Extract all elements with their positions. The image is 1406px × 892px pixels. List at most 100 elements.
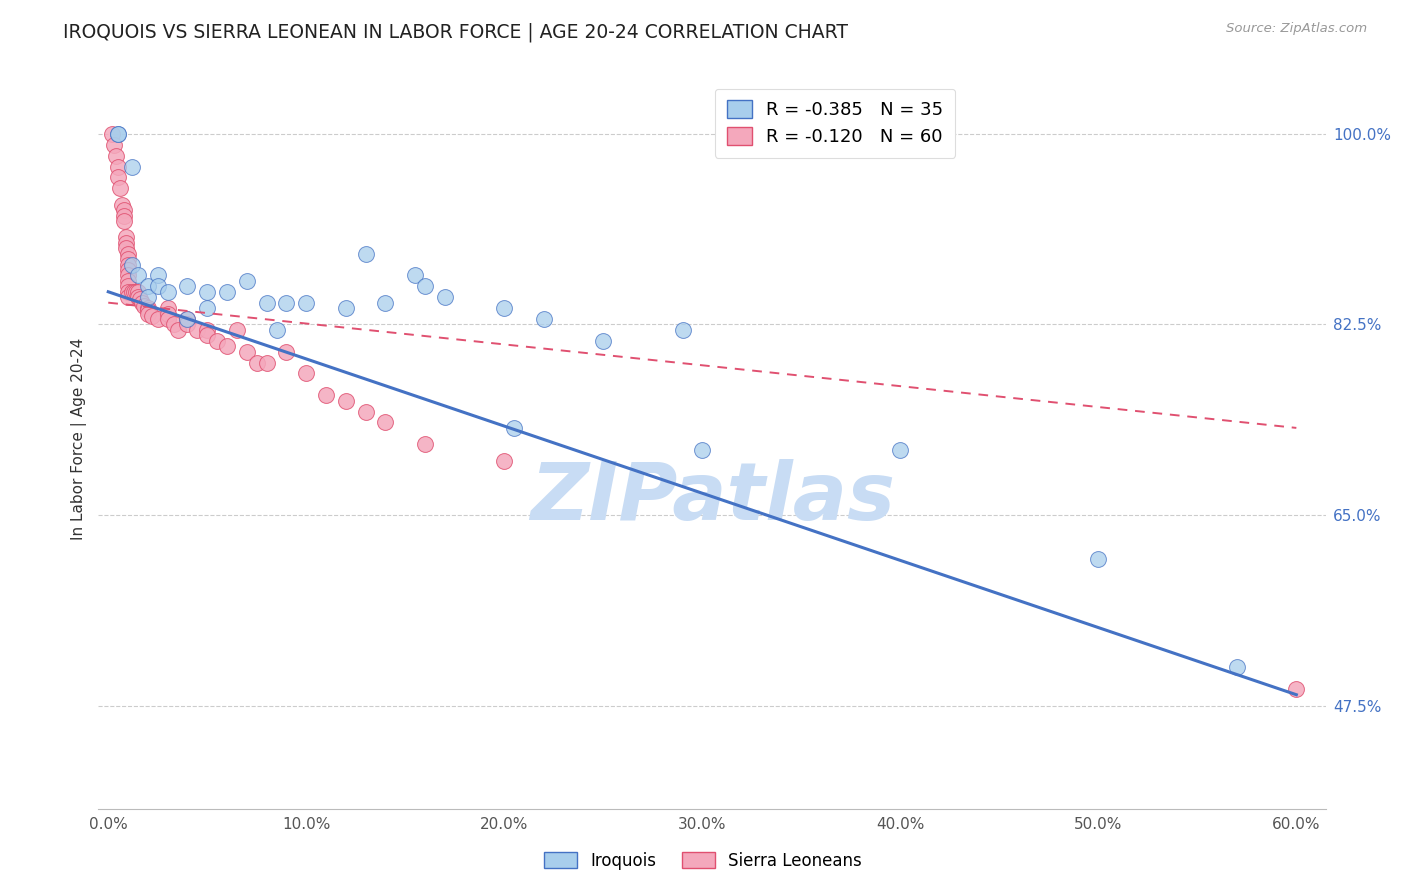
Point	[136, 290, 159, 304]
Point	[335, 301, 357, 315]
Point	[533, 312, 555, 326]
Point	[107, 170, 129, 185]
Point	[107, 160, 129, 174]
Point	[117, 285, 139, 299]
Point	[115, 230, 138, 244]
Point	[136, 279, 159, 293]
Point	[127, 290, 149, 304]
Point	[121, 258, 143, 272]
Y-axis label: In Labor Force | Age 20-24: In Labor Force | Age 20-24	[72, 338, 87, 540]
Point	[276, 344, 298, 359]
Point	[176, 279, 198, 293]
Legend: R = -0.385   N = 35, R = -0.120   N = 60: R = -0.385 N = 35, R = -0.120 N = 60	[714, 88, 955, 158]
Legend: Iroquois, Sierra Leoneans: Iroquois, Sierra Leoneans	[537, 846, 869, 877]
Point	[136, 303, 159, 318]
Point	[195, 323, 218, 337]
Point	[404, 268, 426, 283]
Point	[127, 268, 149, 283]
Point	[146, 312, 169, 326]
Point	[215, 285, 238, 299]
Point	[112, 203, 135, 218]
Point	[176, 318, 198, 332]
Point	[129, 293, 152, 307]
Point	[117, 252, 139, 266]
Point	[101, 127, 124, 141]
Point	[276, 295, 298, 310]
Point	[103, 137, 125, 152]
Point	[205, 334, 228, 348]
Point	[141, 309, 163, 323]
Point	[115, 241, 138, 255]
Point	[136, 307, 159, 321]
Point	[117, 274, 139, 288]
Point	[131, 295, 153, 310]
Point	[156, 307, 179, 321]
Point	[186, 323, 208, 337]
Point	[166, 323, 188, 337]
Point	[413, 437, 436, 451]
Text: Source: ZipAtlas.com: Source: ZipAtlas.com	[1226, 22, 1367, 36]
Point	[374, 416, 396, 430]
Point	[108, 181, 131, 195]
Point	[111, 197, 134, 211]
Point	[117, 268, 139, 283]
Point	[246, 355, 269, 369]
Point	[117, 290, 139, 304]
Point	[112, 214, 135, 228]
Point	[127, 285, 149, 299]
Point	[354, 246, 377, 260]
Point	[592, 334, 614, 348]
Point	[176, 312, 198, 326]
Point	[215, 339, 238, 353]
Point	[692, 442, 714, 457]
Point	[115, 235, 138, 250]
Point	[156, 285, 179, 299]
Point	[107, 127, 129, 141]
Text: IROQUOIS VS SIERRA LEONEAN IN LABOR FORCE | AGE 20-24 CORRELATION CHART: IROQUOIS VS SIERRA LEONEAN IN LABOR FORC…	[63, 22, 848, 42]
Point	[295, 367, 318, 381]
Point	[354, 404, 377, 418]
Point	[156, 312, 179, 326]
Point	[315, 388, 337, 402]
Point	[125, 285, 148, 299]
Point	[295, 295, 318, 310]
Point	[236, 344, 259, 359]
Point	[117, 279, 139, 293]
Point	[117, 263, 139, 277]
Point	[136, 301, 159, 315]
Point	[1285, 682, 1308, 697]
Point	[503, 421, 526, 435]
Point	[335, 393, 357, 408]
Point	[1226, 660, 1249, 674]
Point	[107, 127, 129, 141]
Point	[374, 295, 396, 310]
Point	[195, 285, 218, 299]
Point	[195, 328, 218, 343]
Point	[122, 285, 145, 299]
Point	[671, 323, 693, 337]
Point	[176, 312, 198, 326]
Point	[195, 301, 218, 315]
Point	[889, 442, 911, 457]
Point	[146, 268, 169, 283]
Point	[236, 274, 259, 288]
Point	[256, 295, 278, 310]
Text: ZIPatlas: ZIPatlas	[530, 459, 894, 537]
Point	[413, 279, 436, 293]
Point	[162, 318, 184, 332]
Point	[117, 246, 139, 260]
Point	[105, 148, 128, 162]
Point	[256, 355, 278, 369]
Point	[146, 279, 169, 293]
Point	[433, 290, 456, 304]
Point	[494, 301, 516, 315]
Point	[117, 258, 139, 272]
Point	[1087, 551, 1109, 566]
Point	[226, 323, 249, 337]
Point	[494, 453, 516, 467]
Point	[121, 285, 143, 299]
Point	[156, 301, 179, 315]
Point	[132, 299, 155, 313]
Point	[121, 160, 143, 174]
Point	[112, 209, 135, 223]
